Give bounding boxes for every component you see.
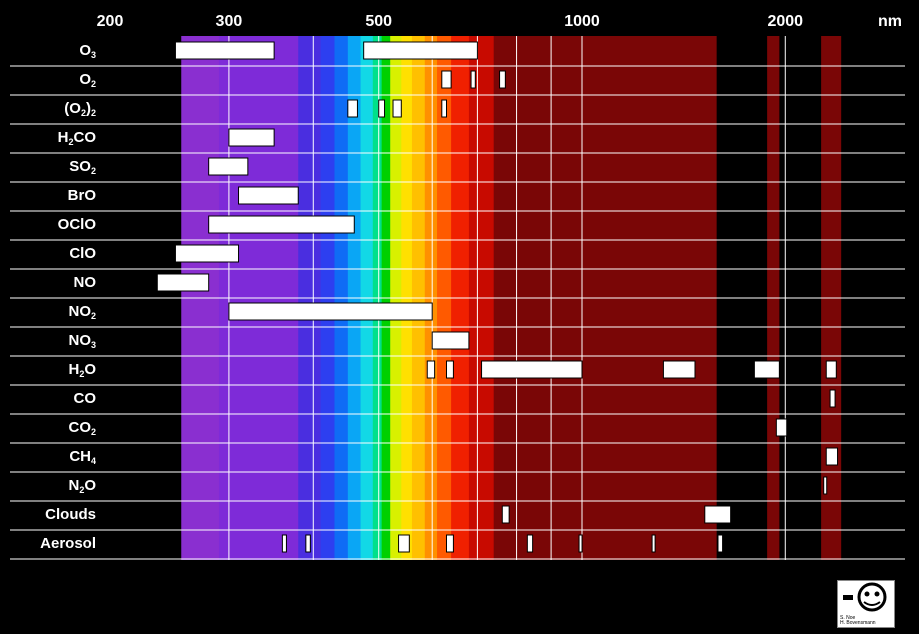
absorption-bar	[445, 360, 454, 379]
absorption-bar	[347, 99, 358, 118]
row-label: SO2	[69, 158, 96, 176]
row-label: ClO	[69, 245, 96, 262]
row-label: CH4	[69, 448, 96, 466]
logo-face-icon	[843, 582, 887, 612]
x-tick-label: 200	[97, 13, 124, 30]
row-labels: O3 O2 (O2)2 H2CO SO2 BrO OClO ClO NO NO2 NO3 H2O CO C…	[40, 42, 96, 552]
row-label: Clouds	[45, 506, 96, 523]
row-label: (O2)2	[64, 100, 96, 118]
row-label: CO2	[68, 419, 96, 437]
row-label: NO3	[68, 332, 96, 350]
row-label: H2CO	[58, 129, 97, 147]
absorption-bar	[704, 505, 732, 524]
absorption-bar	[441, 99, 447, 118]
absorption-bar	[651, 534, 656, 553]
absorption-bar	[753, 360, 780, 379]
absorption-bar	[825, 360, 837, 379]
absorption-bar	[378, 99, 386, 118]
absorption-bar	[174, 244, 240, 263]
absorption-bar	[481, 360, 583, 379]
grid-lines	[10, 36, 905, 560]
absorption-bar	[238, 186, 299, 205]
row-label: NO2	[68, 303, 96, 321]
row-label: H2O	[68, 361, 96, 379]
absorption-bar	[156, 273, 210, 292]
absorption-bar	[775, 418, 788, 437]
x-tick-label: 2000	[767, 13, 803, 30]
absorption-bar	[392, 99, 402, 118]
absorption-bar	[499, 70, 506, 89]
absorption-bar	[717, 534, 724, 553]
absorption-bar	[526, 534, 534, 553]
row-label: BrO	[68, 187, 97, 204]
row-label: O3	[79, 42, 96, 60]
absorption-bar	[305, 534, 311, 553]
absorption-bar	[829, 389, 836, 408]
x-tick-label: 300	[216, 13, 243, 30]
row-label: O2	[79, 71, 96, 89]
absorption-bar	[398, 534, 410, 553]
x-tick-label: 1000	[564, 13, 600, 30]
absorption-bar	[174, 41, 275, 60]
absorption-bar	[281, 534, 287, 553]
logo: S. Noe H. Bovensmann	[837, 580, 895, 628]
row-label: CO	[74, 390, 97, 407]
absorption-bars	[156, 41, 839, 553]
row-label: NO	[74, 274, 97, 291]
logo-caption: S. Noe H. Bovensmann	[840, 615, 876, 626]
absorption-bar	[441, 70, 452, 89]
x-tick-label: 500	[365, 13, 392, 30]
unit-label: nm	[878, 13, 902, 30]
absorption-bar	[426, 360, 436, 379]
absorption-bar	[823, 476, 828, 495]
absorption-bar	[470, 70, 476, 89]
absorption-bar	[363, 41, 478, 60]
row-label: Aerosol	[40, 535, 96, 552]
row-label: OClO	[58, 216, 97, 233]
absorption-bar	[578, 534, 583, 553]
absorption-bar	[501, 505, 510, 524]
x-axis-ticks: 200 300 500 1000 2000	[97, 13, 804, 30]
absorption-bar	[431, 331, 470, 350]
absorption-bar	[208, 157, 249, 176]
absorption-bar	[662, 360, 696, 379]
absorption-bar	[208, 215, 355, 234]
absorption-bar	[445, 534, 454, 553]
absorption-bar	[825, 447, 839, 466]
absorption-bar	[228, 302, 433, 321]
absorption-bar	[228, 128, 275, 147]
row-label: N2O	[68, 477, 96, 495]
